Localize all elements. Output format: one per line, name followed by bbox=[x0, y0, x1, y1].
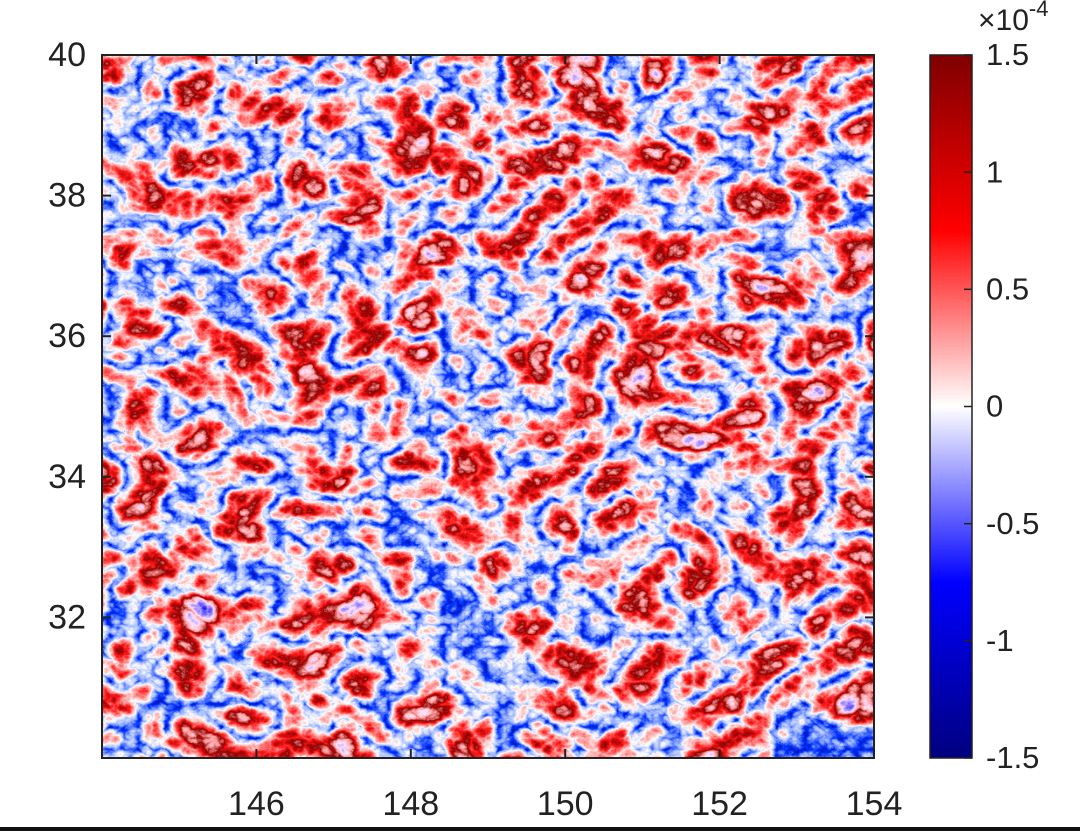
colorbar-tick-label: 1.5 bbox=[986, 37, 1029, 72]
y-tick-label: 32 bbox=[48, 598, 86, 636]
colorbar-multiplier: ×10 bbox=[978, 4, 1029, 37]
colorbar-tick-label: 0 bbox=[986, 389, 1003, 424]
plot-area bbox=[102, 55, 874, 758]
y-tick-label: 34 bbox=[48, 458, 86, 496]
y-tick-label: 38 bbox=[48, 177, 86, 215]
colorbar-tick-label: -1 bbox=[986, 623, 1014, 658]
y-tick-label: 36 bbox=[48, 317, 86, 355]
x-tick-label: 152 bbox=[691, 785, 748, 823]
colorbar-tick-label: 1 bbox=[986, 154, 1003, 189]
x-tick-label: 150 bbox=[537, 785, 594, 823]
colorbar-scale: ×10-4 bbox=[978, 0, 1048, 37]
colorbar-tick-label: -1.5 bbox=[986, 740, 1039, 775]
axes-box bbox=[101, 54, 875, 759]
colorbar-tick-label: -0.5 bbox=[986, 506, 1039, 541]
vorticity-field bbox=[102, 55, 874, 758]
y-tick-label: 40 bbox=[48, 36, 86, 74]
x-tick-label: 148 bbox=[382, 785, 439, 823]
x-tick-label: 146 bbox=[228, 785, 285, 823]
colorbar-exponent: -4 bbox=[1029, 0, 1049, 21]
x-tick-label: 154 bbox=[846, 785, 903, 823]
colorbar-tick-label: 0.5 bbox=[986, 272, 1029, 307]
